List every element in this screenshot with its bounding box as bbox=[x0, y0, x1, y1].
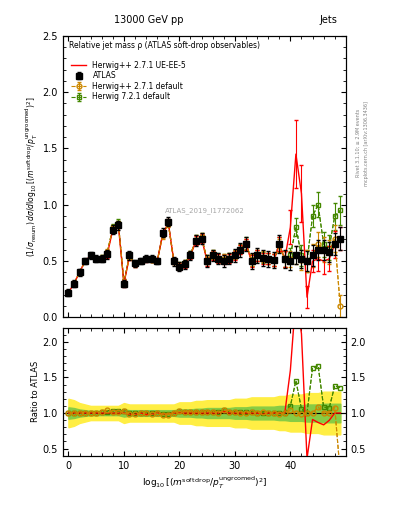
Herwig++ 2.7.1 UE-EE-5 bbox=[327, 256, 332, 262]
Herwig++ 2.7.1 UE-EE-5 bbox=[83, 258, 87, 264]
Herwig++ 2.7.1 UE-EE-5 bbox=[244, 241, 248, 247]
Text: Rivet 3.1.10; ≥ 2.9M events: Rivet 3.1.10; ≥ 2.9M events bbox=[356, 109, 361, 178]
Herwig++ 2.7.1 UE-EE-5 bbox=[127, 253, 132, 260]
Herwig++ 2.7.1 UE-EE-5 bbox=[266, 256, 270, 262]
Legend: Herwig++ 2.7.1 UE-EE-5, ATLAS, Herwig++ 2.7.1 default, Herwig 7.2.1 default: Herwig++ 2.7.1 UE-EE-5, ATLAS, Herwig++ … bbox=[70, 59, 188, 103]
Herwig++ 2.7.1 UE-EE-5 bbox=[294, 151, 298, 157]
Herwig++ 2.7.1 UE-EE-5 bbox=[177, 264, 182, 270]
Herwig++ 2.7.1 UE-EE-5 bbox=[110, 226, 115, 232]
Herwig++ 2.7.1 UE-EE-5 bbox=[255, 252, 259, 259]
Herwig++ 2.7.1 UE-EE-5 bbox=[216, 256, 220, 262]
Y-axis label: Ratio to ATLAS: Ratio to ATLAS bbox=[31, 361, 40, 422]
Herwig++ 2.7.1 UE-EE-5 bbox=[66, 290, 71, 296]
Herwig++ 2.7.1 UE-EE-5 bbox=[188, 252, 193, 259]
Y-axis label: $(1/\sigma_{\rm resum})\,d\sigma/d\log_{10}[(m^{\rm soft\,drop}/p_T^{\rm ungroom: $(1/\sigma_{\rm resum})\,d\sigma/d\log_{… bbox=[24, 96, 40, 257]
Herwig++ 2.7.1 UE-EE-5 bbox=[72, 281, 76, 287]
Herwig++ 2.7.1 UE-EE-5 bbox=[233, 252, 237, 259]
Text: ATLAS_2019_I1772062: ATLAS_2019_I1772062 bbox=[165, 207, 244, 214]
Herwig++ 2.7.1 UE-EE-5 bbox=[238, 247, 243, 253]
Herwig++ 2.7.1 UE-EE-5 bbox=[99, 256, 104, 262]
Herwig++ 2.7.1 UE-EE-5 bbox=[283, 256, 287, 262]
Herwig++ 2.7.1 UE-EE-5 bbox=[121, 281, 126, 287]
Herwig++ 2.7.1 UE-EE-5 bbox=[260, 256, 265, 262]
Line: Herwig++ 2.7.1 UE-EE-5: Herwig++ 2.7.1 UE-EE-5 bbox=[68, 154, 340, 297]
Herwig++ 2.7.1 UE-EE-5 bbox=[277, 241, 282, 247]
Herwig++ 2.7.1 UE-EE-5 bbox=[221, 257, 226, 263]
Herwig++ 2.7.1 UE-EE-5 bbox=[166, 220, 171, 226]
Herwig++ 2.7.1 UE-EE-5 bbox=[160, 231, 165, 237]
Herwig++ 2.7.1 UE-EE-5 bbox=[310, 258, 315, 264]
Text: Relative jet mass ρ (ATLAS soft-drop observables): Relative jet mass ρ (ATLAS soft-drop obs… bbox=[68, 41, 259, 51]
Herwig++ 2.7.1 UE-EE-5 bbox=[183, 262, 187, 268]
Herwig++ 2.7.1 UE-EE-5 bbox=[77, 269, 82, 275]
Herwig++ 2.7.1 UE-EE-5 bbox=[316, 256, 320, 262]
Text: 13000 GeV pp: 13000 GeV pp bbox=[114, 14, 183, 25]
X-axis label: $\log_{10}[(m^{\rm soft\,drop}/p_T^{\rm ungroomed})^2]$: $\log_{10}[(m^{\rm soft\,drop}/p_T^{\rm … bbox=[141, 475, 267, 491]
Herwig++ 2.7.1 UE-EE-5 bbox=[332, 241, 337, 247]
Herwig++ 2.7.1 UE-EE-5 bbox=[105, 251, 110, 258]
Text: Jets: Jets bbox=[320, 14, 337, 25]
Herwig++ 2.7.1 UE-EE-5 bbox=[88, 252, 93, 259]
Herwig++ 2.7.1 UE-EE-5 bbox=[199, 236, 204, 242]
Herwig++ 2.7.1 UE-EE-5 bbox=[288, 224, 293, 230]
Herwig++ 2.7.1 UE-EE-5 bbox=[249, 258, 254, 264]
Herwig++ 2.7.1 UE-EE-5 bbox=[94, 256, 99, 262]
Herwig++ 2.7.1 UE-EE-5 bbox=[155, 258, 160, 264]
Herwig++ 2.7.1 UE-EE-5 bbox=[171, 258, 176, 264]
Herwig++ 2.7.1 UE-EE-5 bbox=[133, 262, 138, 268]
Herwig++ 2.7.1 UE-EE-5 bbox=[338, 236, 343, 242]
Herwig++ 2.7.1 UE-EE-5 bbox=[138, 258, 143, 264]
Herwig++ 2.7.1 UE-EE-5 bbox=[116, 222, 121, 228]
Herwig++ 2.7.1 UE-EE-5 bbox=[144, 257, 149, 263]
Herwig++ 2.7.1 UE-EE-5 bbox=[271, 257, 276, 263]
Text: mcplots.cern.ch [arXiv:1306.3436]: mcplots.cern.ch [arXiv:1306.3436] bbox=[364, 101, 369, 186]
Herwig++ 2.7.1 UE-EE-5 bbox=[210, 252, 215, 259]
Herwig++ 2.7.1 UE-EE-5 bbox=[194, 238, 198, 244]
Herwig++ 2.7.1 UE-EE-5 bbox=[149, 257, 154, 263]
Herwig++ 2.7.1 UE-EE-5 bbox=[227, 256, 232, 262]
Herwig++ 2.7.1 UE-EE-5 bbox=[305, 294, 309, 300]
Herwig++ 2.7.1 UE-EE-5 bbox=[321, 258, 326, 264]
Herwig++ 2.7.1 UE-EE-5 bbox=[205, 258, 209, 264]
Herwig++ 2.7.1 UE-EE-5 bbox=[299, 190, 304, 197]
